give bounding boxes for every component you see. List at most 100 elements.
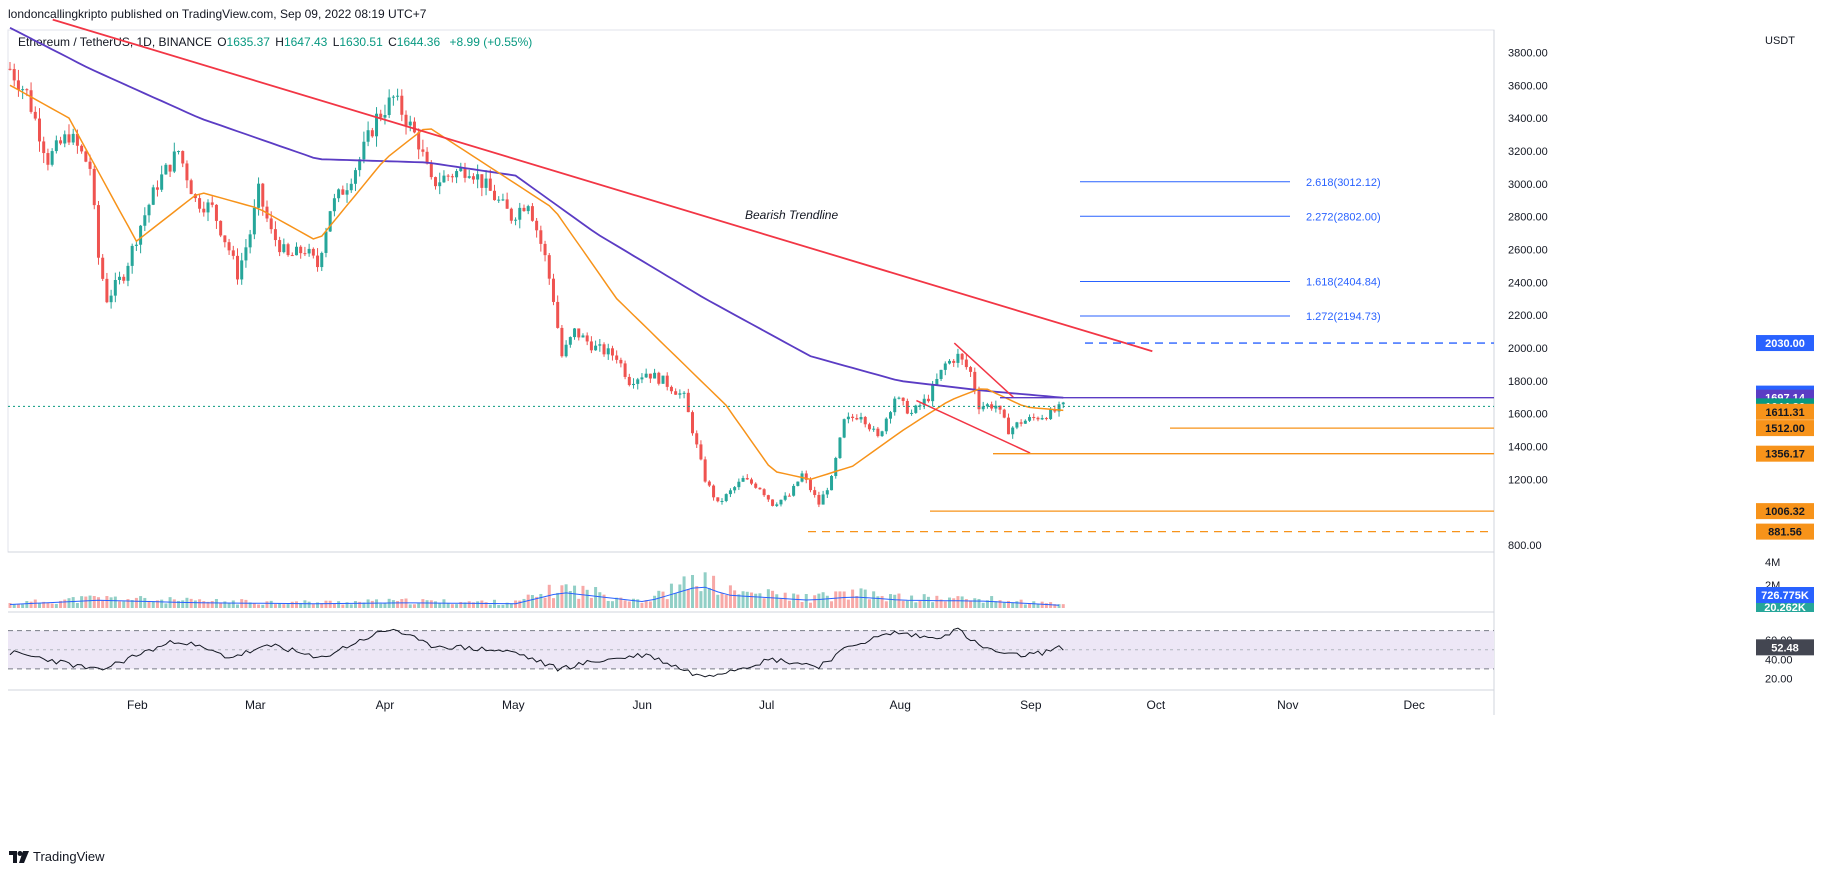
volume-bar (981, 602, 985, 608)
candle-body (33, 111, 37, 119)
candle-body (640, 377, 644, 380)
candle-body (703, 459, 707, 482)
volume-bar (889, 594, 893, 608)
candle-body (113, 280, 117, 296)
volume-bar (261, 604, 265, 608)
price-tick-label: 3000.00 (1508, 179, 1548, 191)
volume-bar (412, 604, 416, 608)
volume-bar (682, 576, 686, 608)
volume-bar (450, 604, 454, 608)
candle-body (884, 418, 888, 432)
volume-bar (851, 589, 855, 608)
candle-body (278, 240, 282, 253)
candle-body (463, 167, 467, 178)
candle-body (12, 69, 16, 81)
candle-body (914, 405, 918, 413)
candle-body (8, 68, 12, 70)
volume-bar (998, 600, 1002, 608)
volume-bar (476, 601, 480, 608)
footer-brand[interactable]: TradingView (9, 849, 105, 864)
volume-bar (391, 600, 395, 608)
price-tick-label: 3400.00 (1508, 113, 1548, 125)
volume-bar (568, 590, 572, 608)
candle-body (21, 89, 25, 91)
candle-body (775, 504, 779, 506)
volume-bar (737, 594, 741, 608)
candle-body (678, 393, 682, 395)
low-value: 1630.51 (339, 35, 383, 49)
channel-lower-line (916, 399, 1031, 454)
candle-body (400, 95, 404, 115)
candle-body (796, 481, 800, 486)
candle-body (84, 151, 88, 162)
volume-bar (969, 600, 973, 608)
volume-bar (964, 599, 968, 608)
price-tick-label: 3800.00 (1508, 47, 1548, 59)
candle-body (644, 373, 648, 378)
volume-bar (278, 603, 282, 608)
candle-body (779, 499, 783, 505)
volume-bar (46, 602, 50, 608)
volume-bar (273, 604, 277, 608)
volume-bar (341, 604, 345, 608)
candle-body (185, 163, 189, 181)
candle-body (535, 220, 539, 231)
volume-bar (758, 593, 762, 608)
volume-bars-group (8, 572, 1065, 608)
volume-bar (467, 601, 471, 608)
volume-bar (859, 588, 863, 608)
candle-body (602, 344, 606, 355)
volume-bar (202, 601, 206, 608)
price-tick-label: 3600.00 (1508, 80, 1548, 92)
candle-body (181, 151, 185, 164)
currency-label[interactable]: USDT (1765, 35, 1795, 47)
candle-body (632, 383, 636, 386)
candle-body (994, 405, 998, 409)
volume-bar (817, 593, 821, 608)
candle-body (198, 198, 202, 209)
time-tick-label: Dec (1404, 698, 1425, 712)
volume-bar (543, 597, 547, 608)
symbol-name[interactable]: Ethereum / TetherUS, 1D, BINANCE (18, 35, 212, 49)
candle-body (417, 132, 421, 150)
volume-bar (931, 602, 935, 608)
candle-body (459, 167, 463, 172)
candle-body (425, 151, 429, 164)
volume-bar (92, 596, 96, 608)
price-tag-label: 1006.32 (1765, 506, 1805, 518)
candle-body (551, 278, 555, 302)
volume-bar (787, 600, 791, 608)
volume-bar (564, 584, 568, 608)
published-line: londoncallingkripto published on Trading… (8, 7, 427, 21)
volume-bar (50, 603, 54, 608)
volume-bar (1057, 604, 1061, 608)
candle-body (556, 301, 560, 328)
fib-level-label: 1.618(2404.84) (1306, 276, 1381, 288)
candle-body (867, 424, 871, 430)
candle-body (1019, 422, 1023, 424)
volume-bar (610, 601, 614, 608)
candle-body (653, 372, 657, 379)
candle-body (863, 417, 867, 425)
volume-bar (8, 603, 12, 608)
candle-body (830, 475, 834, 491)
candle-body (151, 187, 155, 205)
volume-bar (636, 599, 640, 608)
candle-body (164, 164, 168, 175)
candle-body (1011, 427, 1015, 435)
candle-body (876, 428, 880, 437)
candle-body (492, 190, 496, 201)
price-tick-label: 1800.00 (1508, 376, 1548, 388)
volume-bar (349, 604, 353, 608)
price-tick-label: 2000.00 (1508, 343, 1548, 355)
volume-bar (214, 598, 218, 608)
volume-bar (707, 587, 711, 608)
candle-body (931, 384, 935, 402)
candle-body (75, 133, 79, 146)
volume-bar (290, 601, 294, 608)
candle-body (122, 276, 126, 281)
volume-bar (484, 602, 488, 608)
candle-body (682, 392, 686, 394)
volume-bar (926, 596, 930, 608)
